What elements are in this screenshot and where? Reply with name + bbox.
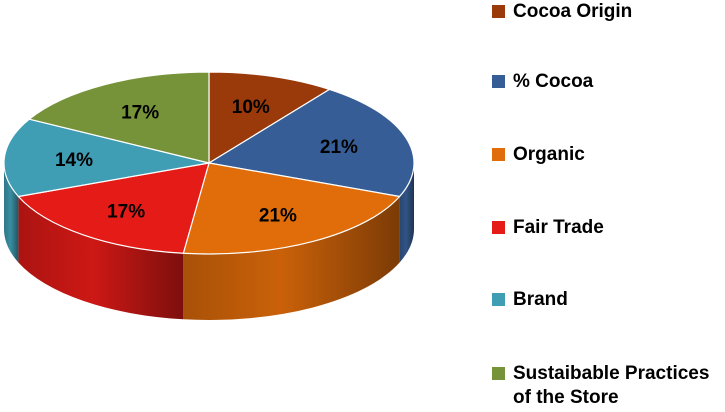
- slice-data-label: 21%: [259, 206, 297, 227]
- pie-slice-side: [183, 196, 400, 321]
- slice-data-label: 21%: [320, 137, 358, 158]
- slice-data-label: 17%: [107, 202, 145, 223]
- pie-slice-side: [18, 196, 184, 320]
- legend-item: Fair Trade: [492, 216, 604, 240]
- pie-slice-side: [3, 163, 19, 263]
- pie-top-faces: [3, 71, 415, 255]
- legend-label: Cocoa Origin: [513, 1, 633, 22]
- legend-item: Brand: [492, 288, 568, 312]
- pie-slice: [208, 88, 415, 198]
- legend-label: % Cocoa: [513, 71, 594, 92]
- pie-slice: [28, 71, 210, 164]
- legend-item: Organic: [492, 143, 585, 167]
- legend-item: Cocoa Origin: [492, 0, 632, 24]
- legend-swatch: [492, 367, 505, 380]
- legend-label: Brand: [513, 289, 568, 310]
- chart-legend: Cocoa Origin % Cocoa Organic Fair Trade …: [492, 0, 725, 412]
- pie-slice: [182, 162, 401, 255]
- pie-slice: [17, 162, 210, 254]
- legend-label: Organic: [513, 144, 585, 165]
- legend-swatch: [492, 293, 505, 306]
- pie-slice: [208, 71, 331, 164]
- slice-data-label: 14%: [55, 150, 93, 171]
- pie-data-labels: 10% 21% 21% 17% 14% 17%: [55, 97, 358, 227]
- legend-item: Sustaibable Practices of the Store: [492, 362, 709, 410]
- legend-item: % Cocoa: [492, 70, 593, 94]
- legend-label: Fair Trade: [513, 217, 604, 238]
- legend-swatch: [492, 5, 505, 18]
- legend-label: Sustaibable Practices of the Store: [513, 363, 710, 408]
- pie-slice: [3, 118, 210, 198]
- slice-data-label: 10%: [232, 97, 270, 118]
- legend-swatch: [492, 148, 505, 161]
- legend-swatch: [492, 75, 505, 88]
- slice-data-label: 17%: [121, 102, 159, 123]
- pie-3d-sides: [3, 163, 414, 321]
- legend-swatch: [492, 221, 505, 234]
- pie-slice-side: [399, 163, 414, 263]
